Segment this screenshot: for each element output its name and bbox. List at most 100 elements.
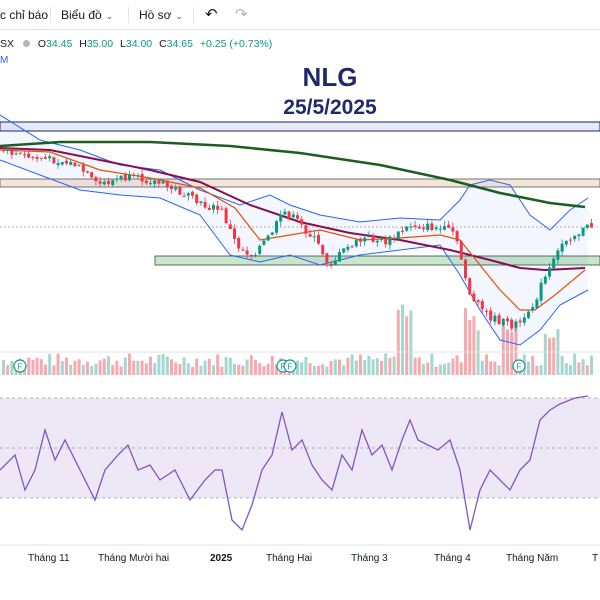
- bollinger-fill: [0, 115, 588, 345]
- volume-bar: [266, 363, 270, 375]
- candle-body: [522, 317, 526, 323]
- redo-icon: ↷: [235, 6, 248, 23]
- candle-body: [443, 226, 446, 230]
- candle-body: [480, 301, 484, 310]
- volume-bar: [98, 360, 102, 375]
- volume-bar: [207, 358, 211, 375]
- candle-body: [48, 156, 52, 159]
- candle-body: [149, 183, 152, 185]
- candle-body: [207, 208, 211, 211]
- volume-bar: [119, 366, 123, 375]
- ma50-line: [0, 147, 586, 272]
- volume-bar: [417, 357, 421, 375]
- x-tick-label: Tháng Hai: [266, 553, 313, 564]
- volume-bar: [132, 360, 136, 375]
- redo-button[interactable]: ↷: [235, 0, 248, 30]
- indicators-button[interactable]: c chỉ báo: [0, 0, 48, 30]
- volume-bar: [548, 338, 551, 375]
- x-tick-label: T: [592, 553, 599, 564]
- candle-body: [291, 214, 295, 218]
- volume-bar: [144, 363, 148, 375]
- chevron-down-icon: ⌄: [175, 11, 184, 21]
- candle-body: [585, 224, 589, 228]
- volume-bar: [157, 354, 161, 375]
- candle-body: [459, 241, 463, 260]
- candle-body: [86, 171, 89, 173]
- volume-bar: [388, 357, 392, 375]
- volume-bar: [438, 364, 442, 375]
- volume-bar: [52, 365, 56, 375]
- candle-body: [333, 260, 337, 265]
- candle-body: [321, 244, 325, 255]
- volume-bar: [31, 360, 35, 375]
- volume-bar: [195, 358, 199, 375]
- candle-body: [543, 276, 547, 284]
- candle-body: [489, 310, 493, 321]
- earnings-marker-label: F: [288, 363, 293, 372]
- chart-type-button[interactable]: Biểu đồ ⌄: [61, 0, 113, 30]
- candle-body: [174, 187, 178, 190]
- candle-body: [388, 236, 392, 245]
- volume-bar: [165, 356, 169, 375]
- rsi-line: [0, 395, 589, 532]
- candle-body: [346, 246, 350, 250]
- volume-bar: [60, 361, 64, 375]
- candle-body: [581, 227, 585, 236]
- chart-type-label: Biểu đồ: [61, 8, 102, 22]
- change-value: +0.25 (+0.73%): [199, 38, 273, 50]
- candle-body: [254, 254, 257, 256]
- high-key: H: [79, 38, 87, 50]
- volume-bar: [249, 355, 253, 375]
- chevron-down-icon: ⌄: [105, 11, 114, 21]
- candle-body: [31, 157, 35, 159]
- candle-body: [564, 241, 568, 245]
- volume-bar: [275, 364, 278, 375]
- volume-bar: [455, 355, 459, 375]
- volume-bar: [216, 354, 220, 375]
- candle-body: [132, 174, 136, 176]
- volume-bar: [485, 354, 488, 375]
- toolbar-divider: [50, 7, 51, 23]
- volume-bar: [81, 364, 85, 375]
- candle-body: [438, 228, 442, 230]
- candle-body: [531, 307, 535, 311]
- volume-bar: [426, 362, 430, 375]
- candle-body: [195, 194, 199, 204]
- candle-body: [2, 150, 5, 152]
- volume-bar: [2, 360, 5, 375]
- volume-bar: [258, 363, 262, 375]
- candle-body: [556, 250, 560, 260]
- volume-bar: [371, 359, 375, 375]
- candle-body: [577, 234, 581, 237]
- toolbar-divider: [128, 7, 129, 23]
- candle-body: [396, 231, 400, 239]
- volume-bar: [186, 363, 190, 375]
- top-toolbar: c chỉ báo Biểu đồ ⌄ Hồ sơ ⌄ ↶ ↷: [0, 0, 600, 30]
- candle-body: [569, 239, 572, 241]
- open-key: O: [37, 38, 47, 50]
- candle-body: [409, 226, 413, 228]
- volume-bar: [459, 362, 463, 375]
- volume-bar: [585, 365, 589, 375]
- volume-bar: [182, 357, 186, 375]
- candle-body: [447, 224, 451, 228]
- profile-button[interactable]: Hồ sơ ⌄: [139, 0, 183, 30]
- candle-body: [493, 315, 497, 322]
- candle-body: [325, 253, 329, 263]
- undo-button[interactable]: ↶: [205, 0, 218, 30]
- candle-body: [128, 174, 131, 181]
- volume-bar: [510, 332, 514, 375]
- candle-body: [552, 258, 556, 269]
- candle-body: [514, 321, 518, 328]
- volume-bar: [73, 360, 77, 375]
- volume-bar: [149, 356, 152, 375]
- volume-bar: [123, 357, 127, 375]
- volume-bar: [321, 364, 325, 375]
- undo-icon: ↶: [205, 6, 218, 23]
- candle-body: [464, 259, 467, 279]
- volume-bar: [573, 353, 577, 375]
- candle-body: [123, 174, 127, 181]
- volume-bar: [447, 362, 451, 375]
- volume-bar: [325, 366, 329, 375]
